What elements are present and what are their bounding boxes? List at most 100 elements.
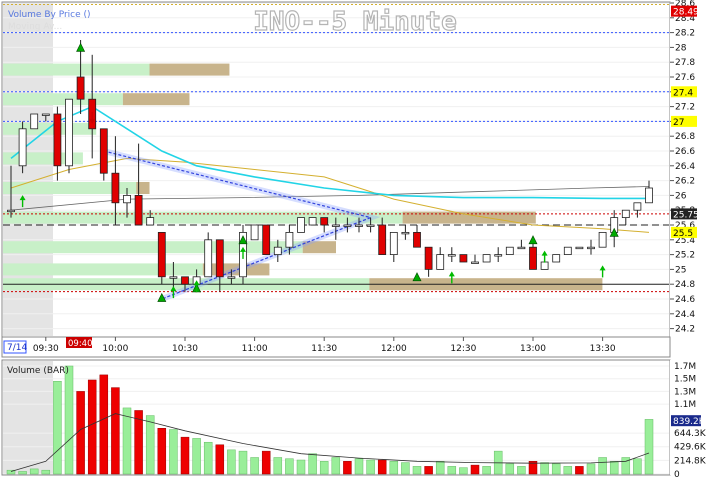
vbp-tan-bar (149, 63, 230, 76)
price-tag-box (671, 86, 697, 98)
candle-up (285, 231, 294, 248)
candle-up (645, 187, 653, 204)
volume-bar-up (505, 463, 515, 475)
date-box (3, 340, 27, 354)
vbp-green-bar (3, 122, 97, 135)
ma-label: Moving Av... (8, 22, 62, 32)
time-tick-label: 11:00 (242, 344, 268, 354)
candle-up (366, 224, 375, 227)
volume-bar-down (180, 436, 190, 475)
volume-bar-down (261, 450, 271, 475)
volume-bar-up (296, 459, 306, 475)
volume-bar-up (389, 461, 399, 475)
vbp-green-bar (3, 241, 303, 254)
price-tag-label: 28.49 (673, 8, 699, 18)
volume-bar-up (250, 457, 259, 475)
volume-bar-down (528, 461, 538, 475)
volume-tick-label: 429.6K (674, 443, 707, 453)
triangle-pattern (103, 148, 381, 302)
candle-down (76, 76, 85, 100)
price-tag-label: 27.4 (673, 88, 693, 98)
volume-bar-up (482, 466, 491, 475)
price-tick-label: 28.6 (675, 0, 695, 9)
time-tick-label: 09:30 (33, 344, 59, 354)
candle-down (157, 231, 166, 278)
time-tick-label: 11:30 (311, 344, 337, 354)
candle-up (587, 246, 595, 250)
candle-up (471, 261, 479, 264)
candle-up (505, 246, 514, 255)
candle-up (563, 246, 572, 255)
price-tick-label: 28.2 (675, 29, 695, 39)
volume-bar-down (134, 410, 143, 475)
candle-up (482, 254, 491, 263)
volume-bar-up (598, 457, 607, 475)
candle-down (529, 246, 537, 270)
buy-signal-triangle (76, 42, 86, 52)
volume-bar-up (18, 471, 27, 475)
candle-up (436, 254, 445, 270)
candle-up (389, 231, 398, 255)
price-tick-label: 24.8 (675, 280, 695, 290)
vbp-tan-bar (136, 182, 150, 194)
candle-up (169, 276, 178, 279)
volume-tick-label: 1.3M (674, 387, 696, 397)
volume-bar-up (53, 380, 62, 475)
time-axis-ticks: 09:30 10:00 10:30 11:00 11:30 12:00 12:30 13:00… (33, 337, 616, 354)
volume-bar-down (470, 464, 480, 475)
price-tick-label: 26.2 (675, 177, 695, 187)
volume-tick-label: 1.7M (674, 362, 696, 372)
volume-tick-label: 644.3K (674, 429, 707, 439)
price-tick-label: 27.2 (675, 103, 695, 113)
buy-signal-triangle (412, 272, 422, 282)
price-levels (3, 3, 669, 293)
candle-up (355, 224, 363, 227)
time-axis (1, 336, 671, 358)
price-axis (670, 2, 710, 337)
volume-bar-up (227, 449, 236, 475)
time-tick-label: 12:00 (381, 344, 407, 354)
candle-up (146, 217, 155, 226)
volume-bar-up (192, 438, 201, 475)
price-tag-box (671, 226, 697, 238)
volume-bar-up (644, 419, 654, 475)
volume-bar-up (41, 469, 51, 475)
price-tick-label: 24.4 (675, 310, 695, 320)
volume-bar-down (76, 391, 85, 475)
candle-up (123, 194, 131, 204)
volume-axis-ticks: 1.7M 1.5M 1.3M 1.1M 644.3K 429.6K 214.8K 0 839.2… (671, 362, 707, 480)
date-label: 7/14 (7, 343, 27, 353)
candle-up (401, 231, 410, 235)
time-tick-label: 10:30 (172, 344, 198, 354)
candle-up (204, 239, 213, 278)
volume-tick-label: 1.1M (674, 400, 696, 410)
price-tags: 28.49 27.4 27 25.75 25.5 (671, 5, 699, 239)
volume-bar-down (87, 379, 97, 475)
up-arrow-head (19, 195, 26, 201)
price-tag-box (671, 208, 697, 220)
volume-bar-down (111, 387, 120, 475)
candle-down (459, 254, 468, 263)
up-arrow-head (170, 286, 177, 292)
price-tick-label: 25.6 (675, 221, 695, 231)
candle-up (621, 209, 630, 218)
candle-up (41, 113, 50, 116)
volume-bar-down (424, 466, 433, 475)
volume-moving-average (10, 413, 650, 472)
volume-last-tag-label: 839.2K (673, 417, 706, 427)
candle-up (65, 98, 73, 167)
price-tick-label: 27.6 (675, 73, 695, 83)
time-tick-label: 13:00 (520, 344, 546, 354)
volume-bar-up (586, 463, 596, 475)
volume-bar-up (203, 441, 213, 475)
volume-bar-up (319, 461, 329, 475)
volume-bar-up (633, 458, 642, 475)
volume-bar-up (540, 462, 549, 475)
volume-bar-down (215, 444, 225, 475)
candle-down (53, 113, 62, 167)
volume-bar-up (609, 461, 619, 475)
candle-down (111, 172, 120, 204)
triangle-outline (103, 150, 373, 300)
